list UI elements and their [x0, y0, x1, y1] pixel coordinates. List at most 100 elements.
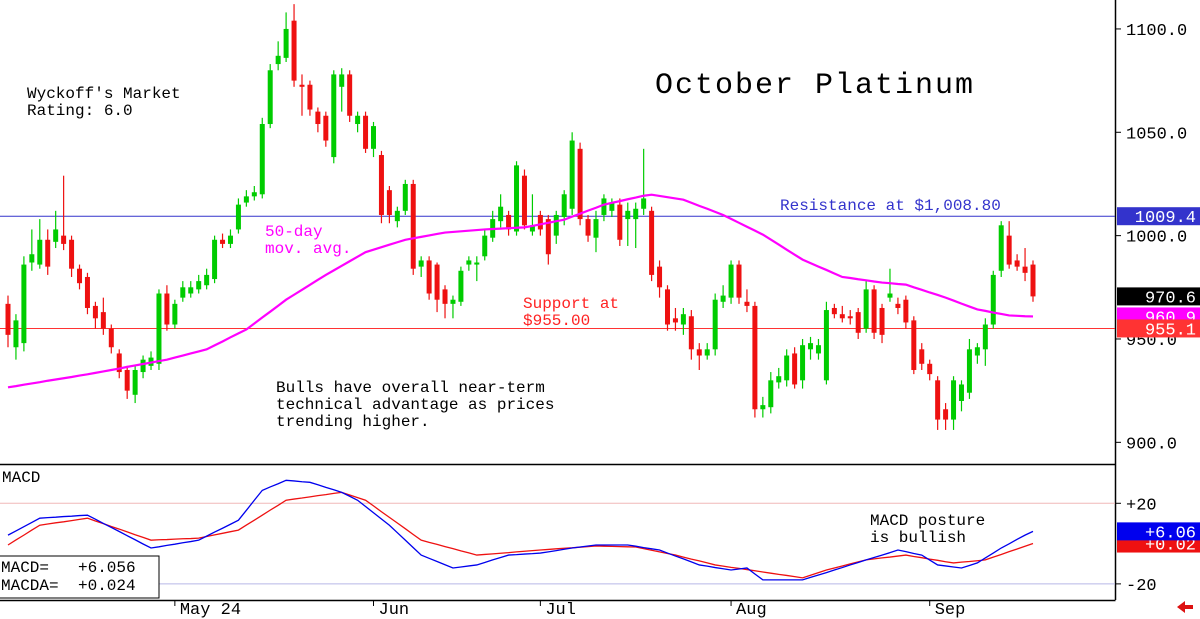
candle-body: [998, 225, 1004, 271]
candle-body: [498, 206, 504, 222]
candle-body: [466, 260, 472, 265]
candle-body: [664, 289, 670, 325]
candle-body: [394, 210, 400, 222]
annotation: $955.00: [523, 312, 590, 330]
candle-body: [537, 214, 543, 230]
candle-body: [529, 225, 535, 232]
annotation: MACD posture: [870, 512, 985, 530]
candle-body: [347, 74, 353, 116]
candle-body: [760, 405, 766, 410]
candle-body: [69, 239, 75, 269]
scroll-arrow[interactable]: [1177, 601, 1193, 613]
candle-body: [855, 312, 861, 333]
candle-body: [919, 349, 925, 364]
candle-body: [823, 310, 829, 381]
candle-body: [712, 299, 718, 350]
legend-label: MACD=: [1, 559, 49, 577]
y-tick-label: 1050.0: [1126, 125, 1187, 144]
x-tick-label: Sep: [935, 601, 966, 619]
candle-body: [283, 28, 289, 58]
candle-body: [164, 293, 170, 325]
annotation: technical advantage as prices: [276, 396, 554, 414]
candle-body: [188, 287, 194, 294]
candle-body: [601, 198, 607, 215]
candle-body: [927, 363, 933, 375]
candle-body: [235, 204, 241, 230]
candle-body: [220, 239, 226, 244]
candle-body: [363, 115, 369, 149]
line-tag: 1009.4: [1135, 209, 1196, 228]
macd-line: [7, 479, 1034, 581]
macd-tag-box: [1117, 522, 1200, 541]
candle-body: [935, 380, 941, 420]
candle-body: [61, 235, 67, 244]
candle-body: [808, 343, 814, 350]
candle-body: [291, 20, 297, 81]
candle-body: [331, 74, 337, 158]
y-tick-label: +20: [1126, 496, 1157, 515]
candle-body: [434, 264, 440, 300]
x-tick-label: Jun: [379, 601, 410, 619]
annotation: Support at: [523, 295, 619, 313]
annotation: Resistance at $1,008.80: [780, 197, 1001, 215]
candle-body: [13, 320, 19, 348]
candle-body: [752, 305, 758, 410]
candle-body: [84, 276, 90, 308]
candle-body: [92, 305, 98, 319]
candle-body: [958, 384, 964, 401]
candle-body: [863, 289, 869, 329]
legend-value: +6.056: [78, 559, 136, 577]
annotation: Rating: 6.0: [27, 102, 133, 120]
candle-body: [172, 303, 178, 325]
candle-body: [196, 281, 202, 290]
candle-body: [482, 235, 488, 257]
candle-body: [847, 316, 853, 319]
macd-tag: +6.06: [1145, 524, 1196, 543]
y-tick-label: -20: [1126, 577, 1157, 596]
candle-body: [386, 190, 392, 215]
candle-body: [180, 287, 186, 298]
candle-body: [736, 264, 742, 298]
candle-body: [506, 214, 512, 230]
x-tick-label: Jul: [545, 601, 576, 619]
candle-body: [672, 318, 678, 323]
candle-body: [140, 359, 146, 373]
candle-body: [132, 369, 138, 395]
y-tick-label: 1000.0: [1126, 229, 1187, 248]
candle-body: [800, 345, 806, 381]
candle-body: [259, 124, 265, 195]
candle-body: [911, 320, 917, 370]
candle-body: [776, 376, 782, 383]
candle-body: [951, 380, 957, 420]
line-tag: 955.1: [1145, 321, 1196, 340]
annotation: Bulls have overall near-term: [276, 379, 545, 397]
candle-body: [243, 196, 249, 203]
candle-body: [625, 210, 631, 220]
candle-body: [990, 274, 996, 325]
candle-body: [402, 183, 408, 211]
candle-body: [966, 349, 972, 393]
candle-body: [1014, 260, 1020, 267]
annotation: 50-day: [265, 223, 323, 241]
candle-body: [577, 148, 583, 220]
candle-body: [585, 219, 591, 236]
candle-body: [879, 307, 885, 335]
candle-body: [299, 84, 305, 87]
candle-body: [569, 140, 575, 209]
candle-body: [553, 214, 559, 236]
candle-body: [768, 380, 774, 408]
candle-body: [5, 303, 11, 335]
candle-body: [371, 126, 377, 149]
candle-body: [792, 353, 798, 385]
candle-body: [514, 165, 520, 232]
x-tick-label: May 24: [180, 601, 241, 619]
y-tick-label: 900.0: [1126, 435, 1177, 454]
candle-body: [37, 239, 43, 265]
candle-body: [474, 262, 480, 265]
candle-body: [633, 208, 639, 220]
candle-body: [617, 204, 623, 240]
candle-body: [227, 235, 233, 244]
candle-body: [1006, 235, 1012, 265]
annotation: trending higher.: [276, 413, 430, 431]
candle-body: [561, 194, 567, 218]
